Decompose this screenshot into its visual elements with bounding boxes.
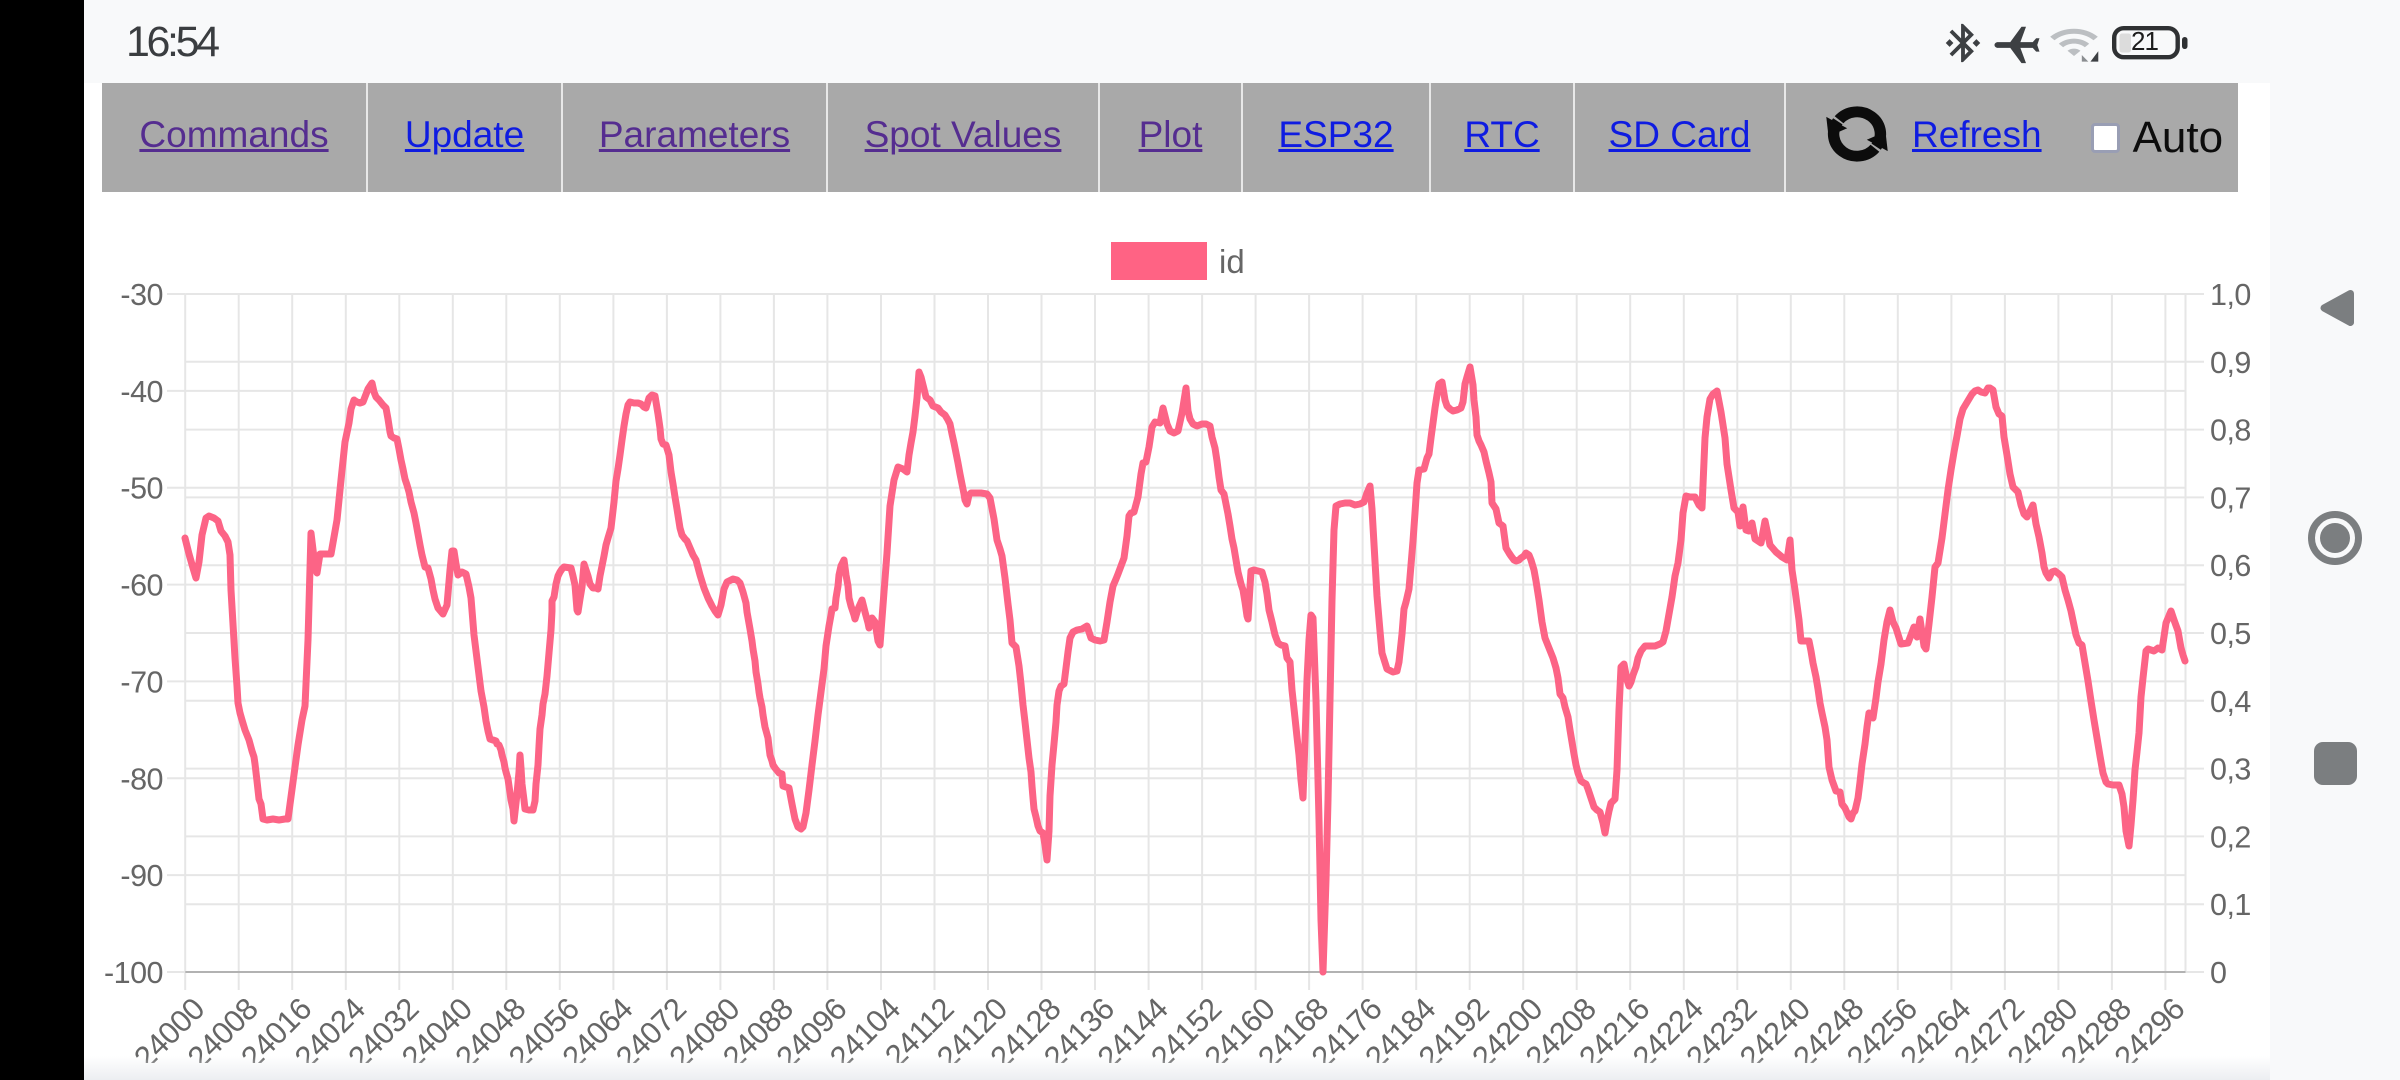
svg-text:0,8: 0,8 — [2210, 414, 2251, 448]
svg-text:0,7: 0,7 — [2210, 481, 2251, 515]
svg-text:0,6: 0,6 — [2210, 549, 2251, 583]
svg-text:0,9: 0,9 — [2210, 346, 2251, 380]
svg-text:1,0: 1,0 — [2210, 278, 2251, 312]
svg-text:0,4: 0,4 — [2210, 685, 2251, 719]
svg-text:-70: -70 — [120, 665, 163, 699]
svg-text:-100: -100 — [104, 956, 163, 990]
svg-text:-60: -60 — [120, 569, 163, 603]
svg-text:-30: -30 — [120, 278, 163, 312]
svg-text:0,2: 0,2 — [2210, 820, 2251, 854]
svg-text:-50: -50 — [120, 472, 163, 506]
svg-text:0: 0 — [2210, 956, 2226, 990]
svg-text:-40: -40 — [120, 375, 163, 409]
svg-text:id: id — [1219, 243, 1245, 280]
svg-text:-90: -90 — [120, 859, 163, 893]
svg-text:0,5: 0,5 — [2210, 617, 2251, 651]
svg-text:-80: -80 — [120, 762, 163, 796]
svg-text:0,3: 0,3 — [2210, 753, 2251, 787]
svg-text:0,1: 0,1 — [2210, 888, 2251, 922]
